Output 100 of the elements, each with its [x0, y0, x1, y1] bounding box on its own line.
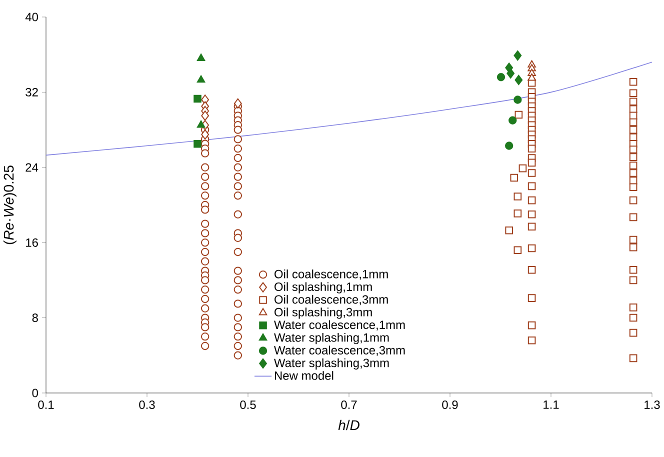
point	[234, 300, 242, 308]
point	[200, 206, 210, 214]
point	[504, 142, 514, 150]
point	[234, 266, 242, 275]
x-tick-label: 1.3	[644, 400, 660, 410]
point	[234, 285, 242, 294]
point	[505, 226, 513, 234]
point	[196, 54, 206, 61]
point	[234, 172, 242, 181]
x-tick-label: 1.1	[544, 400, 559, 409]
point	[234, 98, 242, 109]
point	[528, 266, 536, 274]
point	[528, 244, 536, 252]
y-tick-label: 8	[32, 314, 38, 322]
point	[514, 50, 522, 61]
point	[629, 78, 638, 86]
y-tick-label: 16	[26, 238, 38, 247]
point	[629, 126, 638, 134]
point	[200, 257, 210, 266]
point	[234, 191, 242, 200]
point	[528, 169, 536, 177]
point	[234, 323, 242, 332]
point	[629, 276, 638, 284]
point	[194, 140, 202, 148]
point	[234, 332, 242, 341]
point	[528, 336, 536, 344]
point	[510, 174, 518, 182]
point	[200, 304, 210, 312]
legend-label: Oil splashing,1mm	[274, 282, 372, 294]
point	[496, 73, 506, 82]
point	[528, 196, 536, 204]
point	[629, 266, 638, 274]
line-series	[46, 62, 652, 156]
point	[629, 162, 638, 170]
point	[629, 328, 638, 337]
point	[506, 68, 515, 78]
point	[629, 196, 638, 204]
point	[508, 116, 517, 124]
point	[629, 118, 638, 126]
legend-label: Water splashing,3mm	[274, 358, 389, 370]
point	[514, 74, 523, 86]
point	[200, 332, 210, 341]
point	[514, 110, 523, 119]
point	[194, 94, 202, 103]
y-axis-title: (Re·We)0.25	[3, 166, 16, 244]
point	[200, 182, 210, 190]
point	[201, 129, 210, 140]
point	[629, 243, 638, 252]
point	[234, 182, 242, 190]
point	[514, 210, 522, 218]
point	[528, 182, 536, 190]
point	[629, 213, 638, 222]
point	[528, 144, 536, 152]
point	[200, 342, 210, 350]
point	[629, 169, 638, 177]
point	[234, 276, 242, 284]
point	[234, 210, 242, 218]
point	[514, 246, 522, 254]
legend-label: Water coalescence,1mm	[274, 320, 405, 331]
y-tick-label: 32	[26, 88, 38, 96]
point	[234, 342, 242, 350]
point	[629, 314, 638, 322]
point	[629, 146, 638, 154]
point	[629, 183, 638, 192]
point	[234, 126, 242, 134]
point	[196, 75, 206, 83]
x-tick-label: 0.5	[240, 400, 256, 410]
point	[200, 163, 210, 172]
point	[518, 164, 527, 172]
legend-label: Oil coalescence,1mm	[274, 270, 388, 280]
point	[200, 172, 210, 181]
point	[201, 110, 210, 121]
x-tick-label: 0.7	[341, 400, 357, 410]
point	[200, 276, 210, 284]
point	[528, 321, 536, 330]
point	[200, 191, 210, 200]
point	[200, 220, 210, 228]
y-tick-label: 24	[26, 163, 38, 172]
point	[629, 236, 638, 244]
y-tick-label: 0	[32, 388, 38, 398]
y-tick-label: 40	[25, 12, 38, 22]
point	[234, 351, 242, 360]
point	[629, 89, 638, 98]
point	[528, 294, 536, 302]
point	[200, 323, 210, 332]
point	[629, 354, 638, 362]
x-tick-label: 0.9	[442, 400, 458, 410]
point	[629, 98, 638, 106]
point	[200, 229, 210, 238]
point	[514, 192, 522, 200]
legend-label: New model	[274, 371, 334, 380]
point	[528, 158, 536, 167]
x-tick-label: 0.1	[38, 400, 54, 410]
point	[629, 304, 638, 312]
point	[528, 210, 536, 218]
point	[234, 154, 242, 162]
legend-label: Oil splashing,3mm	[274, 308, 372, 319]
point	[234, 135, 242, 144]
point	[234, 144, 242, 153]
point	[200, 294, 210, 304]
